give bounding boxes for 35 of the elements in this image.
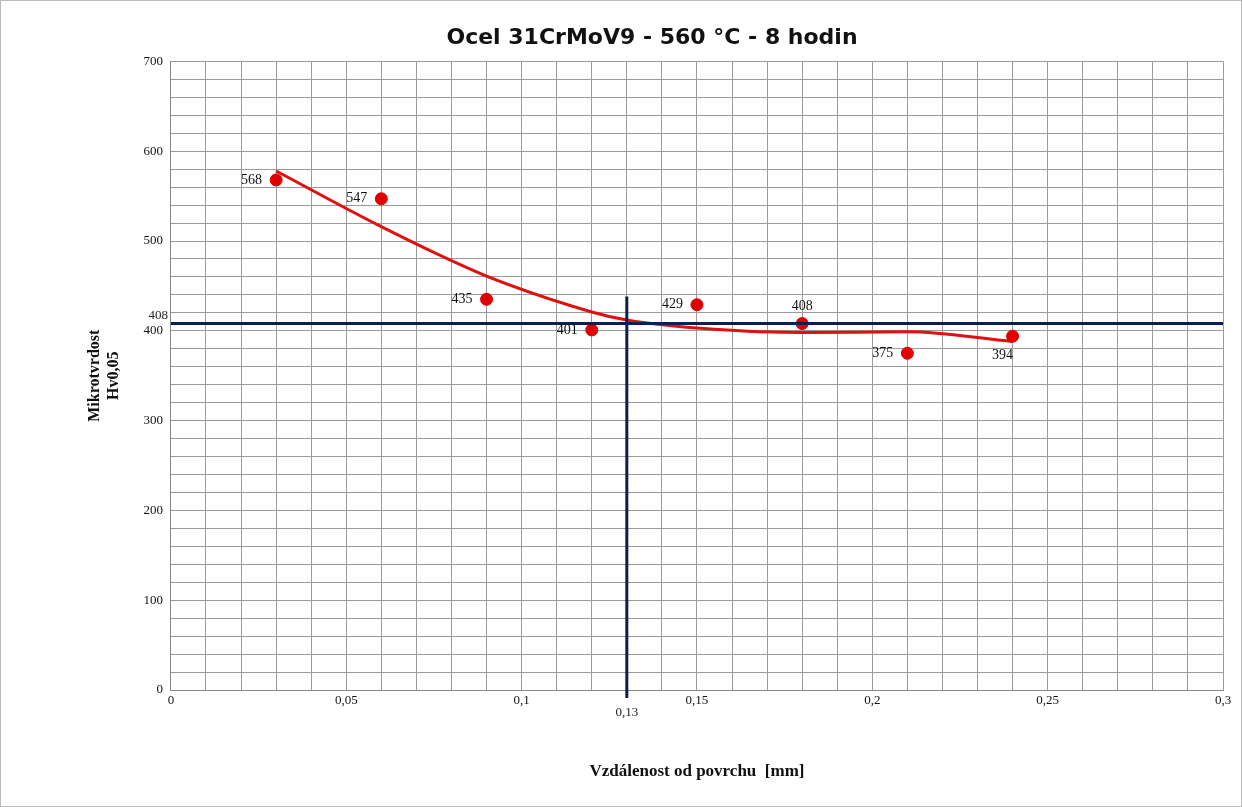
x-tick-label: 0,15 xyxy=(685,692,709,708)
point xyxy=(690,298,704,312)
x-tick-label: 0,2 xyxy=(864,692,881,708)
x-tick-label: 0,25 xyxy=(1036,692,1060,708)
data-label: 547 xyxy=(346,190,368,206)
data-label: 375 xyxy=(872,344,894,360)
x-tick-label: 0,3 xyxy=(1214,692,1232,708)
chart-title: Ocel 31CrMoV9 - 560 °C - 8 hodin xyxy=(446,23,858,49)
data-label: 435 xyxy=(451,291,473,307)
data-label: 568 xyxy=(241,171,263,187)
ref-line-label: 0,13 xyxy=(615,703,639,719)
data-label: 408 xyxy=(791,298,813,314)
y-axis-title: Mikrotvrdost Hv0,05 xyxy=(84,328,121,422)
point xyxy=(269,173,283,187)
y-tick-label: 0 xyxy=(156,681,163,697)
y-tick-label: 600 xyxy=(143,142,163,158)
y-tick-label: 300 xyxy=(143,412,163,428)
point xyxy=(1006,329,1020,343)
point xyxy=(585,323,599,337)
data-label: 429 xyxy=(661,296,683,312)
data-label: 401 xyxy=(556,321,578,337)
data-label: 394 xyxy=(992,346,1014,362)
y-tick-label: 500 xyxy=(143,232,163,248)
y-tick-label: 700 xyxy=(143,52,163,68)
x-tick-label: 0 xyxy=(167,692,175,708)
y-tick-label: 100 xyxy=(143,591,163,607)
point xyxy=(374,192,388,206)
x-tick-label: 0,1 xyxy=(513,692,530,708)
point xyxy=(900,346,914,360)
y-tick-label: 400 xyxy=(143,322,163,338)
point xyxy=(480,292,494,306)
ref-line-label: 408 xyxy=(148,306,168,322)
y-tick-label: 200 xyxy=(143,501,163,517)
x-tick-label: 0,05 xyxy=(334,692,358,708)
x-axis-title: Vzdálenost od povrchu [mm] xyxy=(589,761,805,781)
